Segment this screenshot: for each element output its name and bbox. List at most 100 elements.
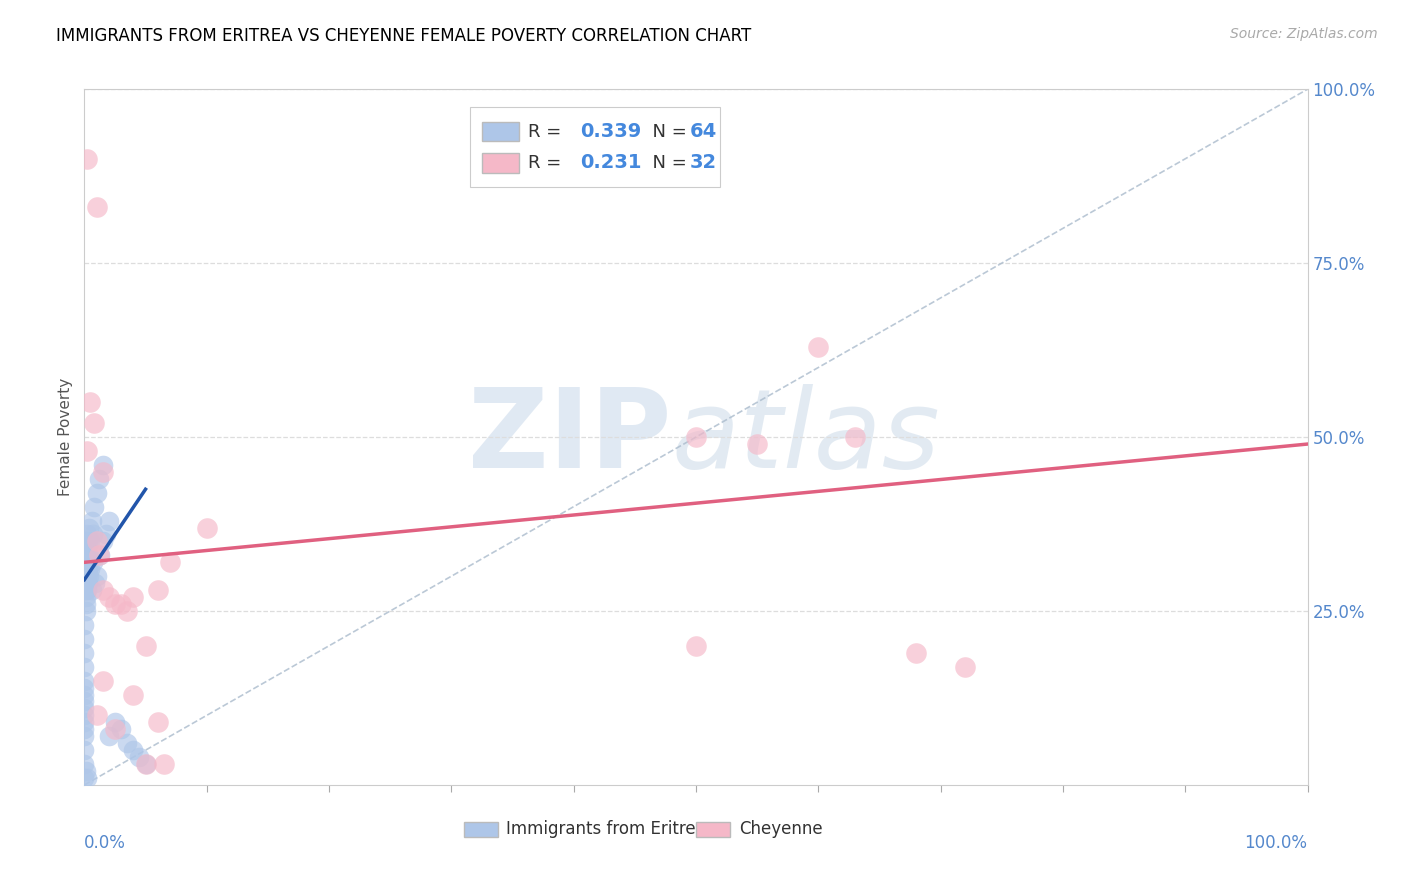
Point xyxy=(77,549,100,563)
Point xyxy=(110,597,132,611)
Point xyxy=(75,562,97,576)
Bar xyxy=(696,822,730,837)
Point xyxy=(122,743,145,757)
Point xyxy=(76,569,98,583)
FancyBboxPatch shape xyxy=(470,106,720,186)
Point xyxy=(104,723,127,737)
Point xyxy=(807,340,830,354)
Point xyxy=(75,590,97,604)
Point xyxy=(82,527,104,541)
Point xyxy=(80,583,103,598)
Point xyxy=(91,534,114,549)
Point xyxy=(82,555,104,569)
Text: R =: R = xyxy=(529,122,568,141)
Point xyxy=(73,729,96,743)
Point xyxy=(844,430,866,444)
Point xyxy=(159,555,181,569)
Point xyxy=(73,632,96,646)
Point xyxy=(73,688,96,702)
Point xyxy=(86,569,108,583)
Point xyxy=(685,639,707,653)
Point xyxy=(110,723,132,737)
Point xyxy=(75,583,97,598)
Point xyxy=(73,771,96,785)
Point xyxy=(76,555,98,569)
Point xyxy=(135,757,157,772)
Point xyxy=(747,437,769,451)
Point xyxy=(75,534,97,549)
Text: 0.231: 0.231 xyxy=(579,153,641,172)
Point xyxy=(953,659,976,673)
Point xyxy=(83,416,105,430)
Point xyxy=(73,681,96,695)
Point xyxy=(75,597,97,611)
Point xyxy=(128,750,150,764)
Point xyxy=(135,757,157,772)
Point xyxy=(75,576,97,591)
Text: 0.339: 0.339 xyxy=(579,122,641,141)
Text: Immigrants from Eritrea: Immigrants from Eritrea xyxy=(506,820,706,838)
Point xyxy=(122,688,145,702)
Point xyxy=(73,673,96,688)
Point xyxy=(77,562,100,576)
Point xyxy=(75,549,97,563)
Point xyxy=(685,430,707,444)
Point xyxy=(75,555,97,569)
Point xyxy=(89,549,111,563)
Point xyxy=(76,583,98,598)
Point xyxy=(79,534,101,549)
Point xyxy=(77,569,100,583)
Point xyxy=(77,520,100,534)
Point xyxy=(91,583,114,598)
Point xyxy=(77,534,100,549)
Text: 64: 64 xyxy=(690,122,717,141)
Text: atlas: atlas xyxy=(672,384,941,491)
Point xyxy=(87,549,110,563)
Point xyxy=(87,472,110,486)
Point xyxy=(76,527,98,541)
Point xyxy=(79,395,101,409)
Text: Cheyenne: Cheyenne xyxy=(738,820,823,838)
Bar xyxy=(482,153,519,173)
Point xyxy=(73,701,96,715)
Point xyxy=(91,465,114,479)
Point xyxy=(73,618,96,632)
Text: IMMIGRANTS FROM ERITREA VS CHEYENNE FEMALE POVERTY CORRELATION CHART: IMMIGRANTS FROM ERITREA VS CHEYENNE FEMA… xyxy=(56,27,751,45)
Point xyxy=(195,520,218,534)
Text: R =: R = xyxy=(529,154,568,172)
Point xyxy=(91,458,114,472)
Point xyxy=(115,736,138,750)
Point xyxy=(86,201,108,215)
Point xyxy=(86,485,108,500)
Point xyxy=(77,549,100,563)
Point xyxy=(79,562,101,576)
Point xyxy=(84,576,107,591)
Text: Source: ZipAtlas.com: Source: ZipAtlas.com xyxy=(1230,27,1378,41)
Point xyxy=(104,715,127,730)
Point xyxy=(115,604,138,618)
Point xyxy=(73,715,96,730)
Point xyxy=(76,444,98,458)
Point xyxy=(77,576,100,591)
Y-axis label: Female Poverty: Female Poverty xyxy=(58,378,73,496)
Point xyxy=(76,152,98,166)
Point xyxy=(97,514,120,528)
Point xyxy=(75,569,97,583)
Text: ZIP: ZIP xyxy=(468,384,672,491)
Point xyxy=(97,729,120,743)
Point xyxy=(122,590,145,604)
Point xyxy=(73,757,96,772)
Point xyxy=(91,673,114,688)
Point xyxy=(96,527,118,541)
Text: 100.0%: 100.0% xyxy=(1244,834,1308,852)
Point xyxy=(73,646,96,660)
Point xyxy=(75,604,97,618)
Text: 32: 32 xyxy=(690,153,717,172)
Bar xyxy=(464,822,498,837)
Point xyxy=(97,590,120,604)
Point xyxy=(73,708,96,723)
Point xyxy=(905,646,928,660)
Text: N =: N = xyxy=(641,122,692,141)
Point xyxy=(104,597,127,611)
Text: N =: N = xyxy=(641,154,692,172)
